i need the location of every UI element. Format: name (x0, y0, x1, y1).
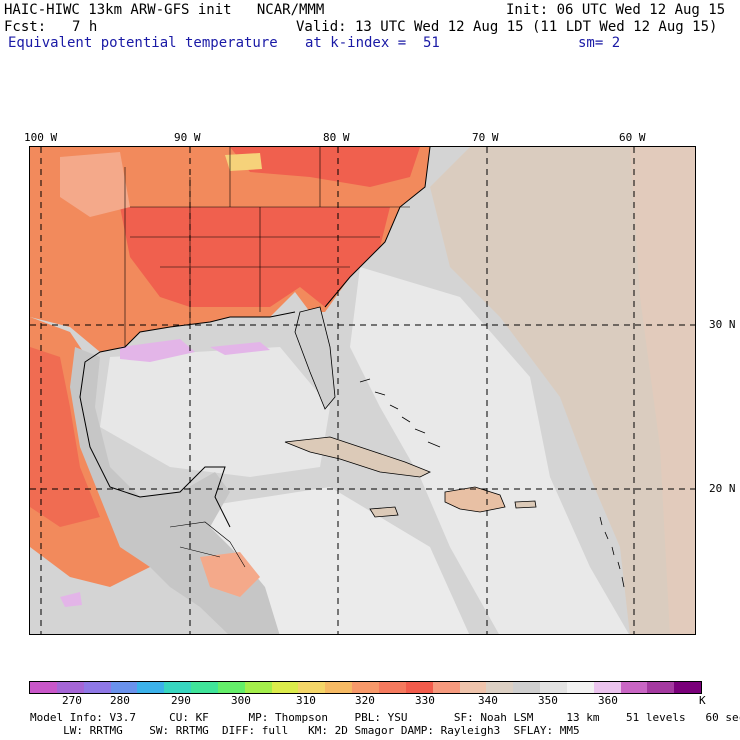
colorbar-swatch (459, 682, 487, 693)
graticule (30, 147, 695, 634)
colorbar-swatch (298, 682, 326, 693)
colorbar-swatch (647, 682, 675, 693)
forecast-label: Fcst: (4, 19, 47, 35)
colorbar-tick-280: 280 (110, 694, 130, 707)
lon-label-90w: 90 W (174, 131, 201, 144)
theta-e-field (30, 147, 695, 634)
colorbar-swatch (566, 682, 594, 693)
level-label: at k-index = 51 (305, 35, 440, 51)
colorbar-tick-300: 300 (231, 694, 251, 707)
colorbar-swatch (191, 682, 218, 693)
colorbar-swatch (83, 682, 111, 693)
salmon-plains (60, 152, 130, 217)
colorbar-swatch (137, 682, 165, 693)
colorbar-swatch (30, 682, 57, 693)
florida (294, 306, 336, 410)
pale-belt-atlantic (350, 267, 629, 634)
model-info-line2: LW: RRTMG SW: RRTMG DIFF: full KM: 2D Sm… (30, 724, 580, 737)
valid-time: Valid: 13 UTC Wed 12 Aug 15 (11 LDT Wed … (296, 19, 718, 35)
hot-mexico-coast (30, 347, 100, 527)
colorbar-swatch (217, 682, 245, 693)
colorbar-tick-320: 320 (355, 694, 375, 707)
lavender-gulf-west (120, 339, 195, 362)
atlantic-coastline (324, 147, 431, 308)
colorbar-swatch (513, 682, 541, 693)
puerto-rico (514, 500, 537, 509)
colorbar-swatch (164, 682, 192, 693)
central-america-borders (169, 521, 246, 568)
colorbar-swatch (674, 682, 702, 693)
lavender-gulf-east (210, 342, 270, 355)
tan-region-atlantic (430, 147, 695, 634)
hot-northeast-us (230, 147, 420, 187)
hispaniola (444, 486, 506, 513)
jamaica (369, 506, 399, 518)
yellow-patch (225, 153, 262, 171)
field-name: Equivalent potential temperature (8, 35, 278, 51)
lon-label-60w: 60 W (619, 131, 646, 144)
colorbar-swatch (352, 682, 379, 693)
colorbar-swatch (593, 682, 621, 693)
model-title: HAIC-HIWC 13km ARW-GFS init NCAR/MMM (4, 2, 325, 18)
colorbar-swatch (405, 682, 433, 693)
init-time: Init: 06 UTC Wed 12 Aug 15 (506, 2, 726, 18)
colorbar (29, 681, 702, 694)
bahamas-islands (359, 378, 441, 448)
colorbar-unit: K (699, 694, 706, 707)
colorbar-swatch (540, 682, 567, 693)
lat-label-30n: 30 N (709, 318, 736, 331)
colorbar-swatch (486, 682, 514, 693)
colorbar-tick-350: 350 (538, 694, 558, 707)
forecast-hour: 7 h (72, 19, 98, 35)
colorbar-tick-290: 290 (171, 694, 191, 707)
colorbar-swatch (110, 682, 138, 693)
tan-region-east (630, 147, 695, 634)
cuba (284, 436, 431, 478)
pale-gulf (100, 347, 330, 477)
colorbar-swatch (432, 682, 460, 693)
colorbar-tick-360: 360 (598, 694, 618, 707)
lon-label-70w: 70 W (472, 131, 499, 144)
lon-label-100w: 100 W (24, 131, 58, 144)
smoothing-label: sm= 2 (578, 35, 621, 51)
colorbar-swatch (271, 682, 299, 693)
colorbar-swatch (56, 682, 84, 693)
colorbar-tick-340: 340 (478, 694, 498, 707)
colorbar-tick-270: 270 (62, 694, 82, 707)
colorbar-swatch (620, 682, 648, 693)
colorbar-swatch (244, 682, 272, 693)
colorbar-swatch (378, 682, 406, 693)
lat-label-20n: 20 N (709, 482, 736, 495)
colorbar-swatch (325, 682, 353, 693)
hot-southeast-us (120, 207, 390, 307)
gulf-coastline (79, 311, 296, 528)
honduras-warm (200, 552, 260, 597)
colorbar-tick-330: 330 (415, 694, 435, 707)
lon-label-80w: 80 W (323, 131, 350, 144)
lesser-antilles (599, 516, 625, 588)
model-info-line1: Model Info: V3.7 CU: KF MP: Thompson PBL… (30, 711, 740, 724)
map-panel (29, 146, 696, 635)
colorbar-tick-310: 310 (296, 694, 316, 707)
lavender-pacific (60, 592, 82, 607)
